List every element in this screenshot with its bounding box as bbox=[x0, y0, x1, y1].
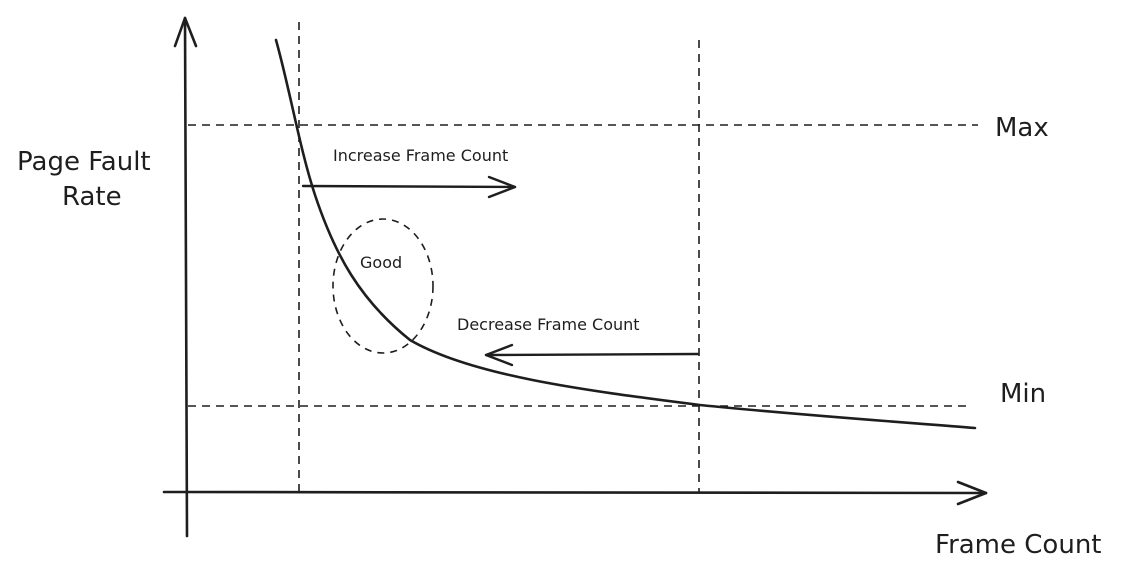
y-axis-arrowhead bbox=[173, 16, 198, 48]
y-axis bbox=[183, 16, 189, 538]
max-label: Max bbox=[995, 113, 1049, 143]
increase-arrow bbox=[301, 184, 517, 189]
page-fault-curve bbox=[274, 38, 977, 430]
min-label: Min bbox=[1000, 379, 1046, 409]
y-axis-label-line1: Page Fault bbox=[17, 147, 151, 177]
x-axis bbox=[162, 490, 988, 495]
increase-arrowhead bbox=[487, 175, 517, 199]
decrease-arrowhead bbox=[484, 343, 514, 367]
decrease-frame-count-label: Decrease Frame Count bbox=[457, 315, 640, 334]
decrease-arrow bbox=[484, 352, 700, 357]
good-region-ellipse bbox=[332, 218, 434, 354]
x-axis-arrowhead bbox=[956, 480, 988, 506]
y-axis-label-line2: Rate bbox=[62, 182, 122, 212]
increase-frame-count-label: Increase Frame Count bbox=[333, 146, 508, 165]
good-label: Good bbox=[360, 253, 402, 272]
x-axis-label: Frame Count bbox=[935, 530, 1102, 560]
